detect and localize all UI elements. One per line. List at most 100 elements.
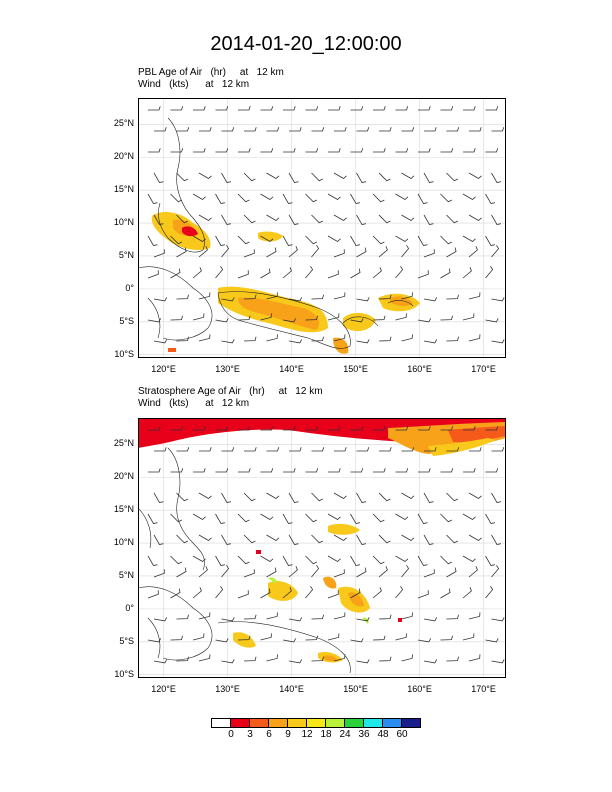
wind-barb: [440, 235, 453, 245]
wind-barb: [327, 193, 341, 200]
wind-barb: [192, 267, 202, 279]
wind-barb: [305, 426, 319, 431]
wind-barb: [401, 447, 415, 452]
colorbar-box: [306, 718, 326, 728]
wind-barb: [424, 127, 437, 132]
wind-barb: [311, 656, 324, 662]
wind-barb: [401, 564, 410, 578]
wind-barb: [153, 569, 165, 578]
wind-barb: [373, 106, 386, 111]
wind-barb: [288, 214, 299, 225]
lat-tick-label: 15°N: [113, 504, 134, 515]
wind-barb: [491, 297, 505, 302]
colorbar-box: [344, 718, 364, 728]
wind-barb: [395, 106, 409, 111]
wind-barb: [266, 534, 280, 541]
wind-barb: [288, 659, 303, 664]
wind-barb: [417, 318, 432, 323]
wind-barb: [395, 585, 404, 599]
wind-barbs: [147, 106, 505, 344]
wind-barb: [350, 426, 364, 431]
wind-barb: [305, 265, 314, 279]
wind-barb: [244, 127, 257, 132]
wind-barb: [485, 513, 495, 524]
wind-barb: [446, 127, 460, 132]
colorbar: [211, 718, 421, 728]
wind-barb: [237, 193, 250, 203]
wind-barb: [238, 468, 251, 473]
wind-barb: [418, 426, 431, 431]
wind-barb: [193, 148, 206, 153]
wind-barb: [440, 468, 454, 473]
wind-barb: [311, 534, 324, 544]
lat-tick-label: 10°S: [114, 668, 134, 679]
wind-barb: [440, 513, 453, 523]
wind-barb: [485, 555, 495, 566]
wind-barb: [237, 555, 250, 565]
wind-barb: [260, 235, 274, 242]
wind-barb: [193, 468, 206, 473]
wind-barb: [237, 513, 250, 523]
wind-barb: [153, 492, 164, 503]
wind-barb: [260, 633, 272, 641]
wind-barb: [148, 106, 161, 111]
panel2-subtitle-1: Stratosphere Age of Air (hr) at 12 km: [138, 386, 323, 397]
wind-barb: [462, 633, 475, 641]
wind-barb: [147, 590, 159, 599]
wind-barb: [333, 172, 347, 179]
wind-barb: [446, 294, 459, 300]
wind-barb: [198, 172, 212, 179]
wind-barb: [401, 654, 413, 662]
wind-barb: [328, 468, 341, 473]
wind-barb: [440, 555, 453, 565]
wind-barb: [238, 148, 251, 153]
wind-barb: [147, 270, 159, 279]
wind-barb: [198, 246, 208, 258]
wind-barb: [260, 588, 271, 599]
wind-barb: [446, 247, 457, 258]
lat-tick-label: 15°N: [113, 184, 134, 195]
wind-barb: [260, 148, 274, 153]
wind-barb: [333, 492, 347, 499]
wind-barb: [333, 569, 345, 578]
wind-barb: [288, 172, 299, 183]
wind-barb: [378, 492, 391, 502]
wind-barb: [333, 292, 346, 300]
wind-barb: [328, 148, 341, 153]
wind-barb: [170, 235, 183, 245]
wind-barb: [176, 447, 190, 452]
colorbar-label: 48: [377, 729, 389, 740]
wind-barb: [379, 127, 392, 132]
lon-tick-label: 160°E: [407, 364, 432, 374]
wind-barb: [198, 292, 211, 300]
wind-barb: [417, 193, 428, 204]
wind-barb: [462, 555, 476, 562]
wind-barb: [198, 612, 211, 620]
wind-barb: [350, 468, 364, 473]
wind-barb: [153, 249, 165, 258]
wind-barb: [170, 315, 183, 321]
lon-tick-label: 120°E: [151, 364, 176, 374]
wind-barb: [356, 617, 370, 622]
wind-barb: [266, 447, 280, 452]
wind-barb: [221, 214, 231, 225]
wind-barb: [154, 447, 167, 452]
wind-barb: [350, 106, 364, 111]
wind-barb: [243, 569, 255, 578]
wind-barb: [485, 638, 499, 643]
wind-barb: [305, 106, 319, 111]
wind-barb: [462, 235, 476, 242]
pbl-age-shading: [151, 212, 420, 354]
lat-tick-label: 10°N: [113, 537, 134, 548]
lat-tick-label: 5°N: [118, 249, 134, 260]
wind-barb: [305, 513, 318, 523]
lon-tick-label: 170°E: [471, 364, 496, 374]
wind-barb: [424, 447, 437, 452]
wind-barb: [372, 315, 386, 321]
wind-barb: [176, 614, 189, 620]
wind-barb: [193, 106, 206, 111]
wind-barb: [311, 244, 320, 258]
lat-tick-label: 10°N: [113, 217, 134, 228]
wind-barb: [491, 244, 500, 258]
wind-barb: [221, 447, 235, 452]
